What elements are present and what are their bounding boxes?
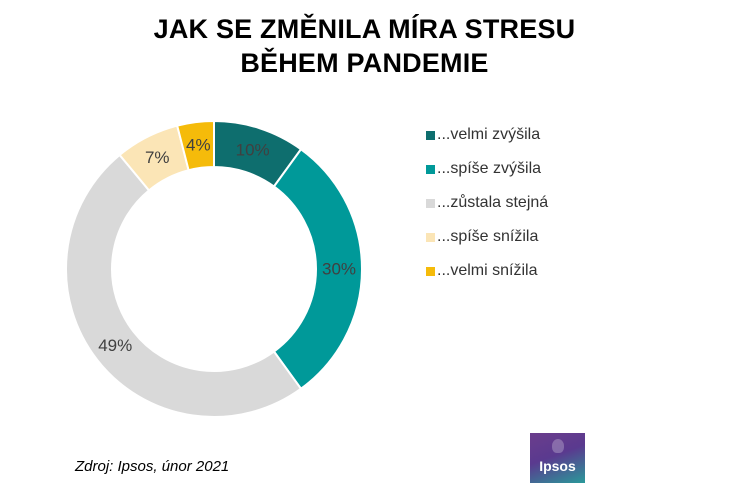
donut-slice-2 xyxy=(272,147,363,391)
data-label-5: 4% xyxy=(186,135,211,154)
data-label-4: 7% xyxy=(145,148,170,167)
legend-label-5: ...velmi snížila xyxy=(437,262,538,279)
legend-item-2: ...spíše zvýšila xyxy=(426,152,548,186)
logo-text: Ipsos xyxy=(539,458,576,474)
legend-swatch-1 xyxy=(426,130,435,140)
legend-item-4: ...spíše snížila xyxy=(426,220,548,254)
chart-title-line-2: BĚHEM PANDEMIE xyxy=(240,48,489,78)
legend-swatch-2 xyxy=(426,164,435,174)
legend-item-1: ...velmi zvýšila xyxy=(426,118,548,152)
donut-chart: 10% 30% 49% 7% 4% xyxy=(65,119,363,418)
legend-swatch-3 xyxy=(426,198,435,208)
chart-title: JAK SE ZMĚNILA MÍRA STRESU BĚHEM PANDEMI… xyxy=(0,12,729,80)
donut-slice-3 xyxy=(65,153,303,418)
legend-label-2: ...spíše zvýšila xyxy=(437,160,542,177)
ipsos-logo: Ipsos xyxy=(530,433,585,483)
logo-mark-icon xyxy=(552,439,564,453)
legend-item-5: ...velmi snížila xyxy=(426,254,548,288)
data-label-2: 30% xyxy=(322,260,356,279)
legend-label-3: ...zůstala stejná xyxy=(437,194,549,211)
legend-label-4: ...spíše snížila xyxy=(437,228,539,245)
legend-item-3: ...zůstala stejná xyxy=(426,186,548,220)
data-label-1: 10% xyxy=(236,141,270,160)
legend-label-1: ...velmi zvýšila xyxy=(437,126,541,143)
data-label-3: 49% xyxy=(98,336,132,355)
legend-swatch-4 xyxy=(426,232,435,242)
donut-slice-5 xyxy=(175,119,215,172)
chart-title-line-1: JAK SE ZMĚNILA MÍRA STRESU xyxy=(153,14,576,44)
legend-swatch-5 xyxy=(426,266,435,276)
chart-legend: ...velmi zvýšila ...spíše zvýšila ...zůsta… xyxy=(426,118,548,288)
source-note: Zdroj: Ipsos, únor 2021 xyxy=(75,458,230,475)
